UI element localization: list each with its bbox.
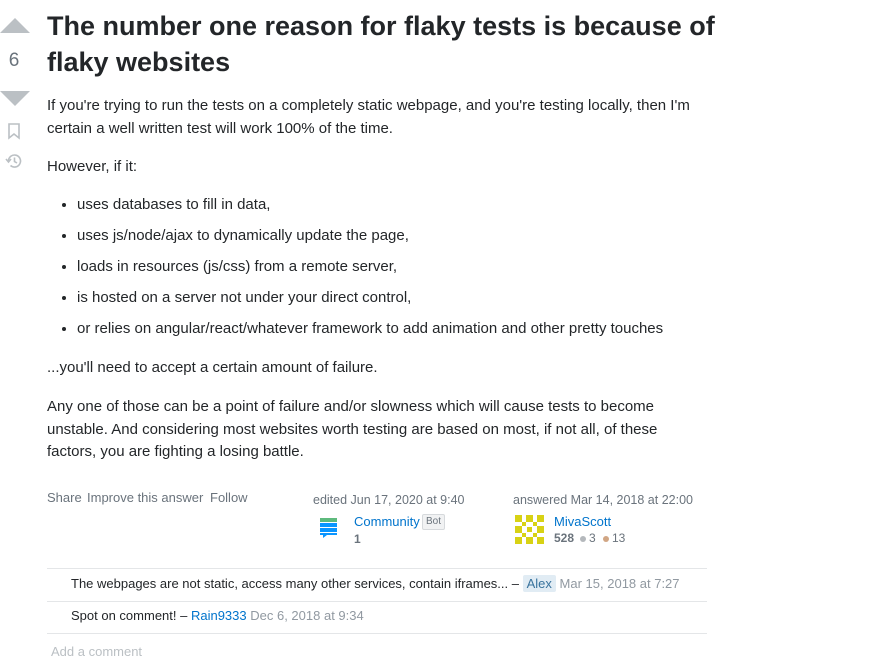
answer-paragraph-3: ...you'll need to accept a certain amoun… <box>47 359 378 376</box>
bot-badge: Bot <box>422 514 446 530</box>
follow-link[interactable]: Follow <box>210 490 248 505</box>
answer-paragraph-1: If you're trying to run the tests on a c… <box>47 97 690 137</box>
editor-name[interactable]: Community <box>354 514 420 529</box>
author-name[interactable]: MivaScott <box>554 514 612 529</box>
comment-date[interactable]: Dec 6, 2018 at 9:34 <box>250 608 364 623</box>
silver-badge-icon <box>580 536 586 542</box>
comment-author[interactable]: Alex <box>522 575 556 592</box>
divider <box>47 601 707 602</box>
comment-date[interactable]: Mar 15, 2018 at 7:27 <box>559 576 680 591</box>
history-icon[interactable] <box>5 152 23 170</box>
downvote-icon[interactable] <box>0 91 30 106</box>
editor-reputation: 1 <box>354 532 361 546</box>
silver-badge-count: 3 <box>589 531 596 545</box>
answered-timestamp[interactable]: answered Mar 14, 2018 at 22:00 <box>513 493 693 507</box>
comment: Spot on comment! – Rain9333 Dec 6, 2018 … <box>71 608 364 623</box>
upvote-icon[interactable] <box>0 18 30 33</box>
factor-list: uses databases to fill in data, uses js/… <box>47 194 737 349</box>
add-comment-link[interactable]: Add a comment <box>51 644 143 659</box>
bronze-badge-count: 13 <box>612 531 626 545</box>
edited-timestamp[interactable]: edited Jun 17, 2020 at 9:40 <box>313 493 465 507</box>
list-item: uses databases to fill in data, <box>77 194 737 225</box>
divider <box>47 633 707 634</box>
community-avatar-icon[interactable] <box>317 516 341 540</box>
comment-text: Spot on comment! – <box>71 608 188 623</box>
divider <box>47 568 707 569</box>
bookmark-icon[interactable] <box>5 122 23 140</box>
comment-text: The webpages are not static, access many… <box>71 576 519 591</box>
answer-paragraph-2: However, if it: <box>47 158 138 175</box>
list-item: or relies on angular/react/whatever fram… <box>77 318 737 349</box>
identicon-avatar[interactable] <box>513 513 546 546</box>
vote-count: 6 <box>8 50 20 71</box>
list-item: loads in resources (js/css) from a remot… <box>77 256 737 287</box>
list-item: uses js/node/ajax to dynamically update … <box>77 225 737 256</box>
share-link[interactable]: Share <box>47 490 82 505</box>
answer-paragraph-4: Any one of those can be a point of failu… <box>47 398 658 460</box>
improve-answer-link[interactable]: Improve this answer <box>87 490 204 505</box>
bronze-badge-icon <box>603 536 609 542</box>
author-reputation: 528 <box>554 531 575 545</box>
answer-title: The number one reason for flaky tests is… <box>47 11 715 77</box>
comment-author[interactable]: Rain9333 <box>190 608 247 623</box>
list-item: is hosted on a server not under your dir… <box>77 287 737 318</box>
comment: The webpages are not static, access many… <box>71 575 680 592</box>
